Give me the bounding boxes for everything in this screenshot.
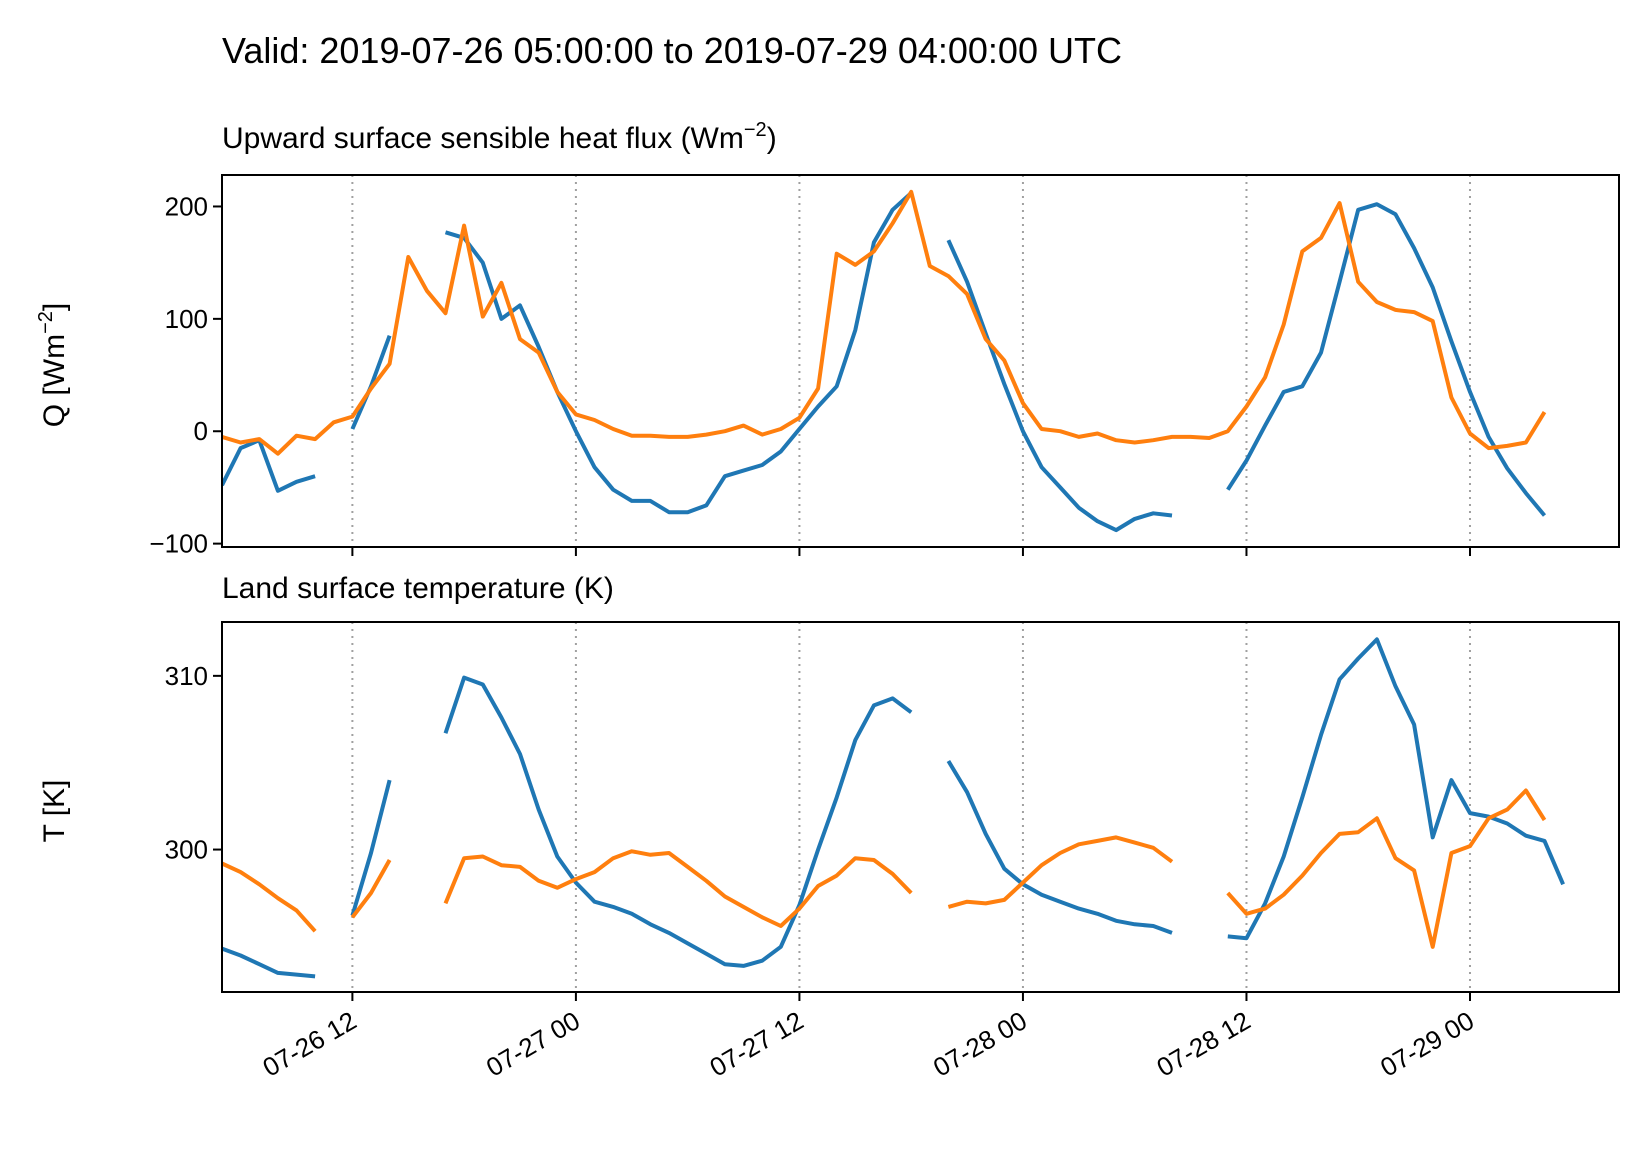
temperature-series-2-line	[1226, 788, 1547, 949]
figure-title: Valid: 2019-07-26 05:00:00 to 2019-07-29…	[222, 30, 1122, 71]
temperature-axes-frame	[221, 621, 1620, 993]
x-tick-label: 07-28 12	[1152, 1005, 1256, 1082]
temperature-y-tick-label: 300	[165, 835, 208, 865]
flux-series-2	[222, 189, 1547, 456]
temperature-series-1-line	[443, 675, 913, 968]
temperature-series-2-line	[443, 849, 913, 928]
flux-y-axis-label: Q [Wm−2]	[35, 303, 71, 427]
flux-y-tick-label: 0	[194, 416, 208, 446]
temperature-series-1-line	[946, 759, 1173, 935]
temperature-series-2-line	[222, 861, 317, 933]
temperature-plot-area	[222, 622, 1565, 992]
flux-plot-area	[222, 175, 1547, 547]
temperature-series-2	[222, 788, 1547, 949]
temperature-series-2-line	[350, 859, 392, 919]
flux-y-tick-label: −100	[149, 529, 208, 559]
flux-y-tick-label: 100	[165, 304, 208, 334]
temperature-series-1	[222, 637, 1565, 979]
temperature-series-2-line	[947, 835, 1174, 909]
temperature-series-1-line	[350, 779, 392, 917]
flux-series-1	[222, 191, 1547, 533]
temperature-y-tick-label: 310	[165, 661, 208, 691]
flux-series-1-line	[444, 191, 913, 515]
flux-panel-title: Upward surface sensible heat flux (Wm−2)	[222, 119, 777, 155]
temperature-series-1-line	[1227, 637, 1565, 941]
x-tick-label: 07-26 12	[257, 1005, 361, 1082]
flux-series-1-line	[946, 239, 1173, 533]
temperature-panel-title: Land surface temperature (K)	[222, 572, 614, 605]
x-tick-label: 07-29 00	[1375, 1005, 1479, 1082]
flux-panel: Upward surface sensible heat flux (Wm−2)…	[35, 119, 1620, 559]
flux-y-tick-label: 200	[165, 191, 208, 221]
temperature-y-axis-label: T [K]	[38, 780, 71, 843]
flux-series-1-line	[350, 335, 392, 430]
flux-series-2-line	[222, 189, 1547, 456]
temperature-series-1-line	[222, 946, 316, 979]
x-tick-label: 07-27 00	[481, 1005, 585, 1082]
temperature-panel: Land surface temperature (K) T [K] 310 30…	[38, 572, 1620, 1083]
flux-axes-frame	[221, 174, 1620, 548]
x-tick-label: 07-28 00	[928, 1005, 1032, 1082]
flux-series-1-line	[1226, 202, 1547, 517]
x-tick-label: 07-27 12	[705, 1005, 809, 1082]
flux-series-1-line	[222, 438, 316, 493]
